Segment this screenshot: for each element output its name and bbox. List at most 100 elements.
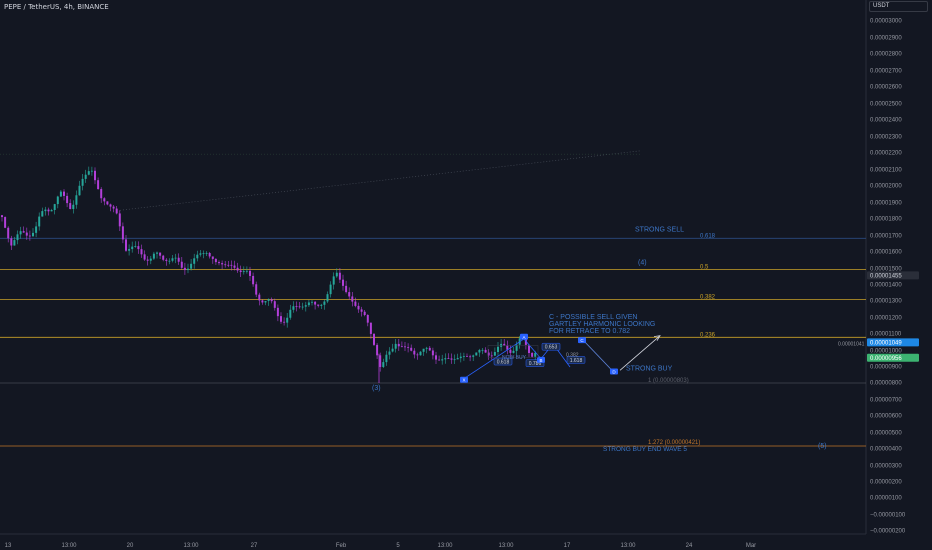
candle-body — [214, 258, 217, 263]
candle-body — [162, 255, 165, 260]
candle-body — [459, 356, 462, 359]
candle-body — [475, 352, 478, 356]
y-tick-label: 0.00000400 — [870, 447, 902, 453]
candle-body — [369, 322, 372, 334]
candle-body — [264, 300, 267, 303]
candle-body — [351, 296, 354, 302]
candle-body — [227, 264, 230, 266]
candle-body — [425, 347, 428, 349]
candle-body — [134, 246, 137, 247]
y-tick-label: −0.00000100 — [870, 513, 906, 519]
projection-arrow — [619, 335, 661, 371]
candle-body — [63, 191, 65, 196]
candle-body — [311, 301, 313, 303]
candle-body — [84, 174, 87, 179]
candle-body — [47, 209, 50, 212]
harmonic-projection — [581, 338, 613, 371]
candle-body — [22, 231, 25, 233]
y-tick-label: 0.00001900 — [870, 201, 902, 207]
fib-base-label: 1 (0.00000803) — [648, 378, 689, 384]
candle-body — [224, 264, 227, 266]
candle-body — [174, 257, 177, 259]
x-tick-label: Feb — [336, 543, 347, 549]
candle-body — [252, 275, 255, 285]
candle-body — [100, 189, 103, 199]
candle-body — [385, 354, 388, 363]
candle-body — [360, 309, 363, 312]
candle-body — [320, 304, 323, 306]
harmonic-point-label: D — [612, 369, 616, 374]
candle-body — [348, 292, 351, 297]
candle-body — [196, 254, 199, 259]
wave-5-label: (5) — [818, 443, 827, 450]
candle-body — [1, 215, 3, 218]
y-tick-label: 0.00000500 — [870, 431, 902, 437]
candle-body — [345, 285, 348, 293]
candle-body — [503, 343, 506, 346]
candle-body — [16, 234, 19, 241]
candle-body — [400, 346, 403, 348]
candle-body — [428, 347, 431, 351]
candle-body — [25, 232, 28, 236]
ratio-box — [541, 342, 561, 351]
candle-body — [103, 198, 106, 202]
candle-body — [301, 306, 304, 308]
candle-body — [261, 300, 264, 303]
candle-body — [280, 316, 282, 322]
candle-body — [335, 272, 338, 277]
candle-body — [4, 217, 7, 228]
y-tick-label: 0.00002100 — [870, 168, 902, 174]
currency-button[interactable]: USDT — [869, 1, 928, 12]
candle-body — [7, 227, 10, 239]
candle-body — [159, 252, 162, 256]
candle-body — [10, 238, 13, 246]
wave-3-label: (3) — [372, 385, 381, 392]
strong-buy-label: STRONG BUY — [626, 365, 673, 372]
candle-body — [298, 306, 301, 308]
candle-body — [342, 279, 344, 286]
x-tick-label: Mar — [746, 543, 756, 549]
candle-body — [469, 356, 472, 358]
y-tick-label: −0.00000200 — [870, 529, 906, 535]
candle-body — [255, 284, 258, 295]
y-tick-label: 0.00002000 — [870, 184, 902, 190]
candle-body — [354, 301, 357, 306]
candle-body — [317, 304, 320, 306]
candle-body — [407, 347, 410, 348]
y-tick-label: 0.00000800 — [870, 381, 902, 387]
candle-body — [487, 352, 490, 356]
candle-body — [118, 213, 121, 227]
ratio-label: 0.653 — [545, 345, 558, 351]
candle-body — [286, 317, 289, 323]
fib-level-label: 0.5 — [700, 265, 709, 271]
trend-line — [119, 150, 641, 211]
candle-body — [180, 261, 183, 268]
symbol-title: PEPE / TetherUS, 4h, BINANCE — [4, 3, 109, 11]
candle-body — [53, 204, 56, 210]
candle-body — [444, 358, 447, 360]
candle-body — [307, 302, 310, 306]
candle-body — [497, 346, 499, 353]
candle-body — [534, 352, 537, 357]
candle-body — [379, 355, 382, 367]
candle-body — [512, 350, 515, 353]
harmonic-point-marker — [460, 376, 468, 383]
candle-body — [94, 170, 96, 181]
strong-buy-end-label: STRONG BUY END WAVE 5 — [603, 446, 687, 453]
candle-body — [376, 344, 379, 356]
x-tick-label: 13:00 — [183, 543, 199, 549]
y-tick-label: 0.00002600 — [870, 85, 902, 91]
y-tick-label: 0.00002900 — [870, 36, 902, 42]
x-tick-label: 13:00 — [437, 543, 453, 549]
candle-body — [528, 344, 530, 354]
candle-body — [447, 358, 450, 359]
y-tick-label: 0.00002500 — [870, 102, 902, 108]
candle-body — [187, 268, 189, 271]
harmonic-point-marker — [537, 356, 545, 363]
candle-body — [422, 348, 425, 352]
candle-body — [245, 270, 248, 272]
candle-body — [323, 301, 326, 305]
candle-body — [233, 265, 236, 268]
candle-body — [208, 252, 211, 257]
